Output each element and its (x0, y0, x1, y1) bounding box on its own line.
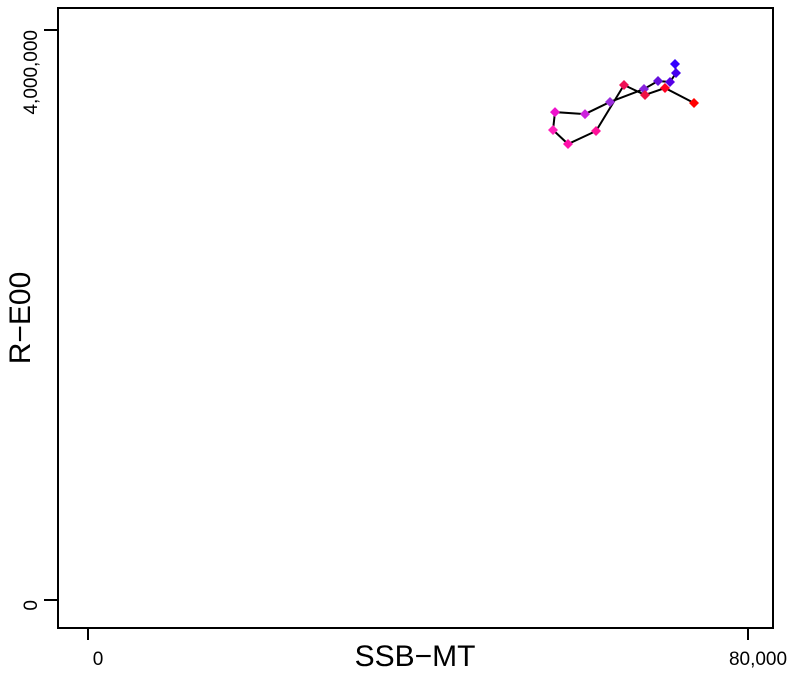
y-tick-label: 0 (21, 600, 42, 611)
data-point (563, 139, 574, 150)
data-point (664, 77, 675, 88)
data-point (653, 76, 664, 87)
data-line (551, 63, 695, 146)
data-point (550, 107, 561, 118)
y-tick-label: 4,000,000 (21, 30, 42, 115)
data-point (671, 68, 682, 79)
x-tick-label: 0 (93, 649, 104, 670)
data-point (659, 82, 670, 93)
plot-frame (57, 7, 774, 629)
data-point (605, 96, 616, 107)
data-point (640, 89, 651, 100)
data-point (689, 97, 700, 108)
x-tick-label: 80,000 (729, 649, 787, 670)
data-point (591, 126, 602, 137)
x-axis-title: SSB−MT (355, 640, 476, 673)
data-point (619, 80, 630, 91)
y-axis-title: R−E00 (4, 272, 37, 365)
data-point (548, 125, 559, 136)
data-point (670, 59, 681, 70)
data-point (579, 109, 590, 120)
